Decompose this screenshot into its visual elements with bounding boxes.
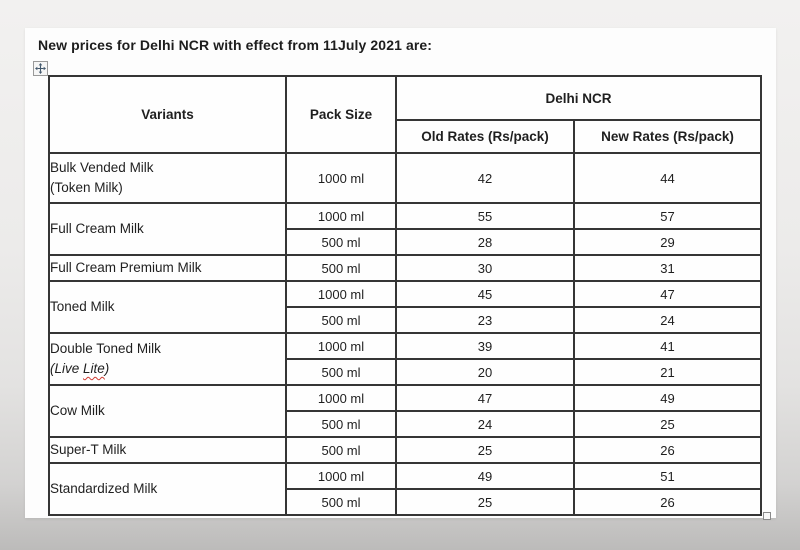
table-row: Cow Milk 1000 ml 47 49	[48, 384, 763, 438]
pack-size-cell[interactable]: 1000 ml	[285, 202, 397, 230]
pack-size-cell[interactable]: 500 ml	[285, 254, 397, 282]
pack-size-cell[interactable]: 1000 ml	[285, 462, 397, 490]
pack-size-cell[interactable]: 500 ml	[285, 436, 397, 464]
variant-name: Cow Milk	[50, 403, 105, 418]
variant-subname: (Token Milk)	[50, 180, 123, 195]
old-rate-cell[interactable]: 25	[395, 488, 575, 516]
variant-name: Super-T Milk	[50, 442, 127, 457]
new-rate-cell[interactable]: 24	[572, 306, 763, 334]
header-row-region: Variants Pack Size Delhi NCR	[48, 75, 763, 154]
new-rate-cell[interactable]: 57	[572, 202, 763, 230]
table-row: Full Cream Premium Milk 500 ml 30 31	[48, 254, 763, 282]
old-rate-cell[interactable]: 20	[395, 358, 575, 386]
variant-name: Bulk Vended Milk	[50, 160, 154, 175]
old-rate-cell[interactable]: 55	[395, 202, 575, 230]
header-row-rates: Old Rates (Rs/pack) New Rates (Rs/pack)	[49, 119, 763, 154]
variant-name: Double Toned Milk	[50, 341, 161, 356]
table-row: 500 ml 28 29	[49, 228, 763, 256]
old-rate-cell[interactable]: 25	[395, 436, 575, 464]
variant-name: Full Cream Milk	[50, 221, 144, 236]
new-rate-cell[interactable]: 21	[572, 358, 763, 386]
variant-name: Toned Milk	[50, 299, 115, 314]
header-old-rates[interactable]: Old Rates (Rs/pack)	[395, 119, 575, 154]
old-rate-cell[interactable]: 49	[395, 462, 575, 490]
header-pack-size[interactable]: Pack Size	[285, 75, 397, 154]
variant-name: Full Cream Premium Milk	[50, 260, 202, 275]
pack-size-cell[interactable]: 500 ml	[285, 488, 397, 516]
new-rate-cell[interactable]: 25	[572, 410, 763, 438]
pack-size-cell[interactable]: 500 ml	[285, 410, 397, 438]
old-rate-cell[interactable]: 24	[395, 410, 575, 438]
new-rate-cell[interactable]: 49	[572, 384, 763, 412]
new-rate-cell[interactable]: 26	[572, 436, 763, 464]
variant-cell[interactable]: Standardized Milk	[48, 462, 287, 516]
old-rate-cell[interactable]: 42	[395, 152, 575, 204]
table-row: 500 ml 24 25	[49, 410, 763, 438]
price-table: Variants Pack Size Delhi NCR Old Rates (…	[48, 75, 763, 516]
variant-cell[interactable]: Double Toned Milk (Live Lite)	[48, 332, 287, 386]
old-rate-cell[interactable]: 30	[395, 254, 575, 282]
pack-size-cell[interactable]: 1000 ml	[285, 280, 397, 308]
variant-cell[interactable]: Bulk Vended Milk (Token Milk)	[48, 152, 287, 204]
table-resize-handle[interactable]	[763, 512, 771, 520]
new-rate-cell[interactable]: 44	[572, 152, 763, 204]
new-rate-cell[interactable]: 26	[572, 488, 763, 516]
pack-size-cell[interactable]: 1000 ml	[285, 152, 397, 204]
document-page: New prices for Delhi NCR with effect fro…	[25, 28, 776, 520]
table-row: Double Toned Milk (Live Lite) 1000 ml 39 41	[48, 332, 763, 386]
pack-size-cell[interactable]: 1000 ml	[285, 332, 397, 360]
document-title[interactable]: New prices for Delhi NCR with effect fro…	[38, 37, 433, 53]
variant-cell[interactable]: Full Cream Premium Milk	[48, 254, 287, 282]
new-rate-cell[interactable]: 41	[572, 332, 763, 360]
variant-subname: (Live Lite)	[50, 361, 110, 376]
variant-cell[interactable]: Super-T Milk	[48, 436, 287, 464]
header-region[interactable]: Delhi NCR	[394, 75, 763, 121]
table-row: 500 ml 23 24	[49, 306, 763, 334]
variant-cell[interactable]: Full Cream Milk	[48, 202, 287, 256]
old-rate-cell[interactable]: 23	[395, 306, 575, 334]
table-row: 500 ml 20 21	[49, 358, 763, 386]
new-rate-cell[interactable]: 51	[572, 462, 763, 490]
move-cross-icon	[35, 63, 46, 74]
new-rate-cell[interactable]: 47	[572, 280, 763, 308]
table-row: Super-T Milk 500 ml 25 26	[48, 436, 763, 464]
header-new-rates[interactable]: New Rates (Rs/pack)	[572, 119, 763, 154]
table-row: Standardized Milk 1000 ml 49 51	[48, 462, 763, 516]
pack-size-cell[interactable]: 1000 ml	[285, 384, 397, 412]
pack-size-cell[interactable]: 500 ml	[285, 358, 397, 386]
old-rate-cell[interactable]: 39	[395, 332, 575, 360]
old-rate-cell[interactable]: 28	[395, 228, 575, 256]
old-rate-cell[interactable]: 47	[395, 384, 575, 412]
variant-cell[interactable]: Cow Milk	[48, 384, 287, 438]
variant-cell[interactable]: Toned Milk	[48, 280, 287, 334]
old-rate-cell[interactable]: 45	[395, 280, 575, 308]
spellcheck-underline: Lite	[83, 361, 105, 376]
variant-name: Standardized Milk	[50, 481, 158, 496]
table-row: Toned Milk 1000 ml 45 47	[48, 280, 763, 334]
table-row: Full Cream Milk 1000 ml 55 57	[48, 202, 763, 256]
new-rate-cell[interactable]: 31	[572, 254, 763, 282]
table-move-handle[interactable]	[33, 61, 48, 76]
header-variants[interactable]: Variants	[48, 75, 287, 154]
table-row: Bulk Vended Milk (Token Milk) 1000 ml 42 44	[48, 152, 763, 204]
pack-size-cell[interactable]: 500 ml	[285, 228, 397, 256]
table-row: 500 ml 25 26	[49, 488, 763, 516]
new-rate-cell[interactable]: 29	[572, 228, 763, 256]
pack-size-cell[interactable]: 500 ml	[285, 306, 397, 334]
